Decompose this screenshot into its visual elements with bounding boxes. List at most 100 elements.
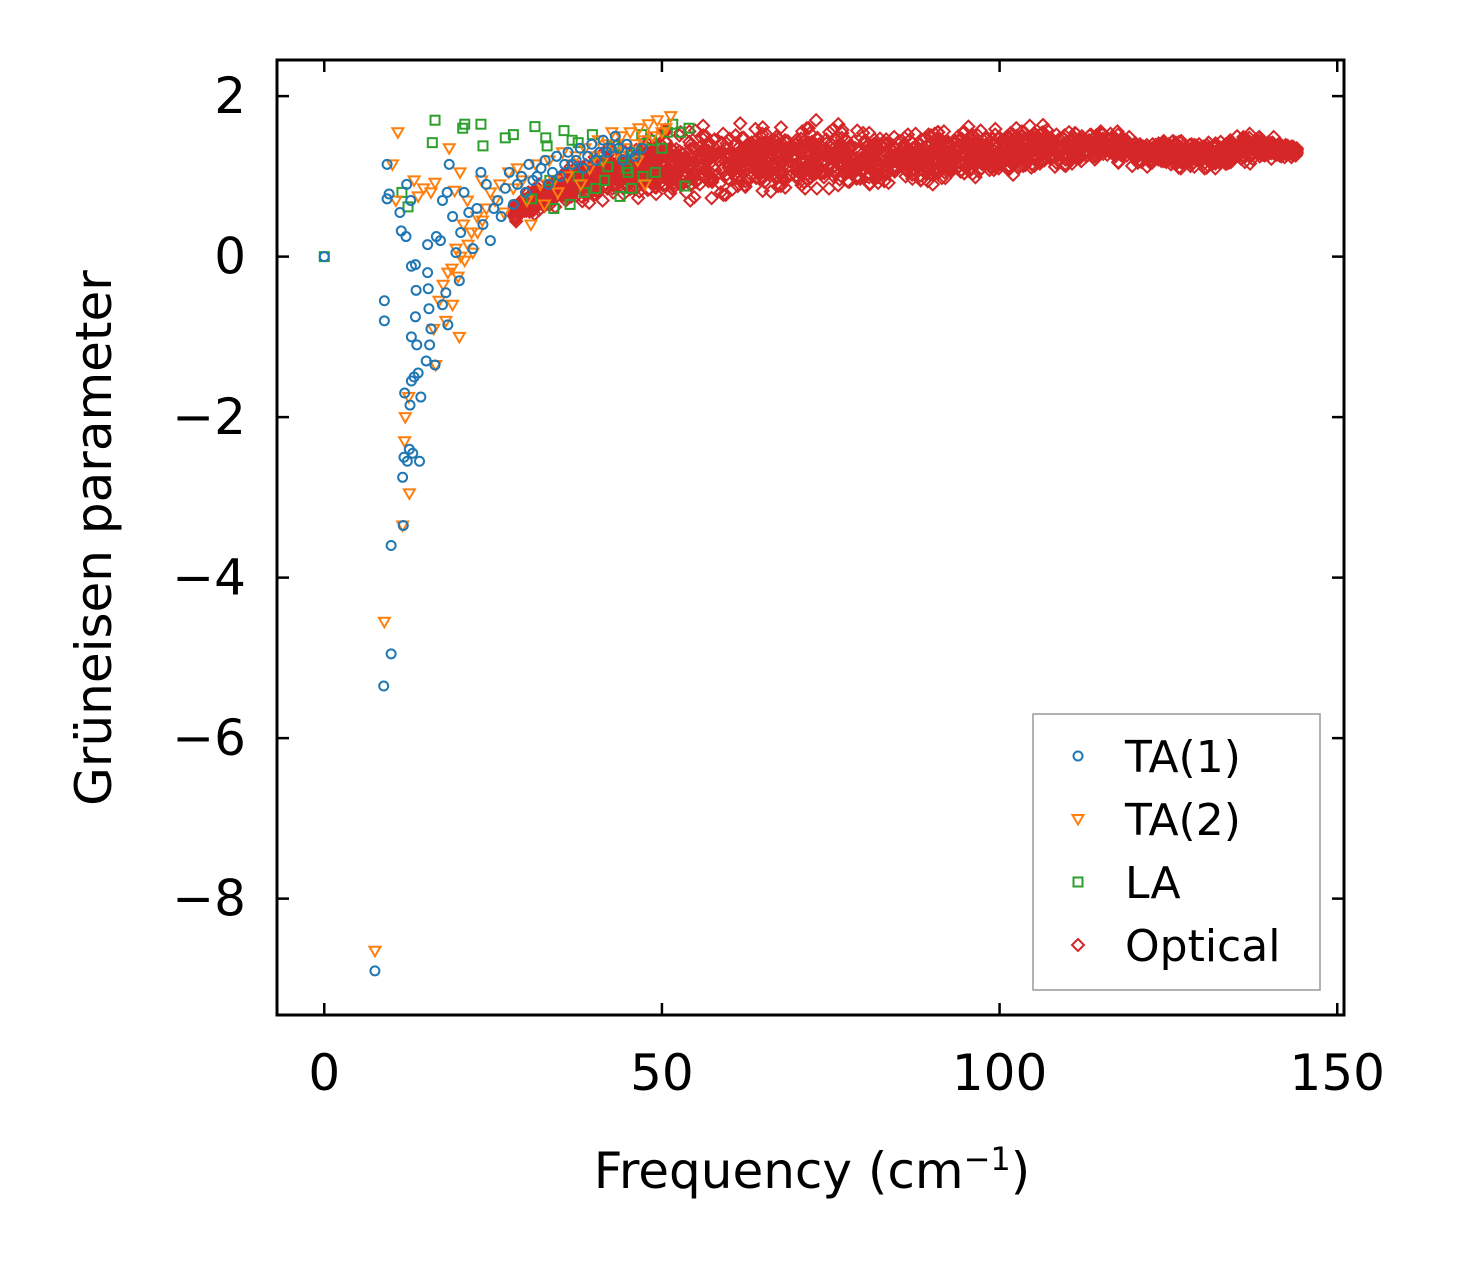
data-point [883,140,899,156]
data-point [429,359,441,371]
data-point [698,128,714,144]
data-point [810,153,826,169]
data-point [1231,145,1247,161]
data-point [523,219,539,233]
data-point [951,137,967,153]
data-point [444,263,460,277]
data-point [499,182,511,194]
data-point [447,210,459,222]
data-point [526,193,538,205]
data-point [405,260,417,272]
data-point [912,136,928,152]
data-point [455,227,467,239]
data-point [727,147,743,163]
x-tick-label: 50 [630,1044,694,1102]
data-point [878,136,894,151]
data-point [614,131,629,144]
data-point [381,158,393,170]
data-point [666,179,682,195]
data-point [751,164,767,179]
data-point [1233,138,1249,154]
data-point [399,387,411,399]
data-point [367,945,383,959]
legend-marker [1072,876,1084,888]
data-point [577,143,593,156]
data-point [475,118,487,130]
data-point [1171,160,1187,175]
data-point [369,965,381,977]
data-point [996,133,1012,149]
data-point [664,172,680,187]
data-point [918,161,934,177]
data-point [809,180,825,196]
data-point [507,198,519,210]
data-point [731,170,747,186]
data-point [510,163,525,176]
data-point [645,131,660,144]
data-point [755,119,771,135]
data-point [1014,124,1030,139]
data-point [578,186,590,198]
data-point [718,187,734,203]
data-point [385,159,400,172]
data-point [1067,144,1083,160]
data-point [808,112,824,128]
data-point [1105,143,1120,159]
data-point [866,136,881,152]
data-point [763,184,779,200]
data-point [864,161,880,177]
data-point [636,142,648,154]
y-tick-label: 0 [214,228,246,286]
data-point [1177,148,1193,164]
data-point [849,123,865,139]
data-point [452,167,468,180]
data-point [458,186,470,198]
data-point [495,210,507,222]
data-point [398,412,413,425]
data-point [626,182,638,194]
data-point [857,157,873,173]
data-point [987,127,1003,143]
data-point [659,168,674,183]
data-point [436,299,448,311]
data-point [680,152,695,167]
legend-label: LA [1125,858,1181,909]
data-point [542,178,554,190]
data-point [1220,141,1236,157]
data-point [605,180,620,196]
data-point [573,179,589,192]
data-point [870,169,886,185]
data-point [582,163,597,176]
data-point [783,138,799,154]
data-point [810,144,826,160]
data-point [649,166,661,178]
data-point [714,135,730,151]
data-point [590,182,602,194]
data-point [523,158,535,170]
data-point [483,187,498,200]
data-point [737,179,753,195]
data-point [975,151,990,167]
data-point [1095,146,1111,162]
data-point [902,132,917,148]
data-point [1221,155,1237,171]
data-point [728,128,743,143]
data-point [1130,155,1146,171]
data-point [695,128,711,143]
data-point [636,135,651,148]
data-point [441,186,453,198]
data-point [910,142,925,158]
data-point [933,134,949,150]
data-point [1110,154,1126,170]
y-tick-label: −8 [172,870,246,928]
data-point [630,190,646,206]
legend: TA(1) TA(2) LA Optical [1032,713,1321,991]
data-point [1079,135,1094,151]
y-axis-label: Grüneisen parameter [65,270,123,806]
data-point [412,367,424,379]
data-point [1056,140,1072,156]
legend-item: TA(1) [1072,732,1241,783]
data-point [801,120,817,136]
data-point [1092,131,1108,147]
data-point [622,127,638,140]
